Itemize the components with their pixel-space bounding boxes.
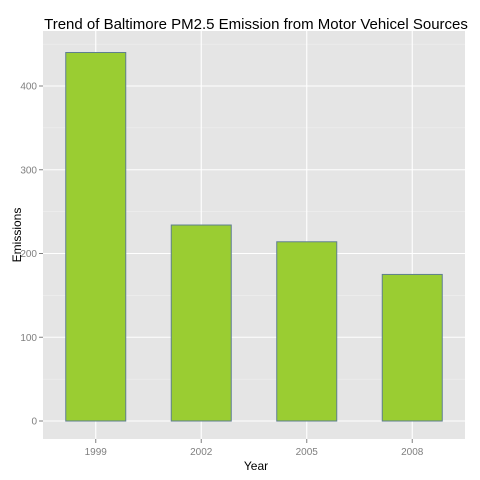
bar-1999: [66, 53, 126, 422]
x-tick-label: 2005: [296, 447, 319, 458]
x-axis-title: Year: [244, 459, 268, 473]
y-tick-label: 400: [20, 82, 37, 93]
y-tick-label: 300: [20, 165, 37, 176]
x-tick-label: 1999: [85, 447, 108, 458]
bar-2005: [277, 242, 337, 421]
y-axis-title: Emissions: [10, 208, 24, 263]
y-tick-label: 100: [20, 333, 37, 344]
x-tick-label: 2008: [401, 447, 424, 458]
bar-2008: [382, 274, 442, 421]
chart-title: Trend of Baltimore PM2.5 Emission from M…: [44, 16, 468, 33]
x-tick-label: 2002: [190, 447, 213, 458]
y-tick-label: 0: [31, 417, 37, 428]
x-axis-ticks: 1999 2002 2005 2008: [85, 439, 424, 458]
bar-2002: [171, 225, 231, 421]
